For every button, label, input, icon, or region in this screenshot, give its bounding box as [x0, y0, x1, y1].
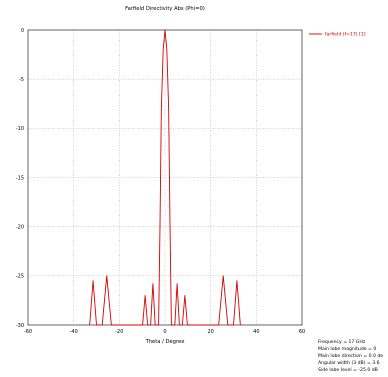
y-axis-ticks: 0 -5 -10 -15 -20 -25 -30 — [16, 28, 24, 329]
annotation-frequency: Frequency = 17 GHz — [318, 339, 366, 345]
y-tick-label: 0 — [21, 28, 24, 34]
y-tick-label: -10 — [16, 126, 24, 132]
x-tick-label: 60 — [299, 329, 305, 335]
grid — [28, 30, 302, 325]
y-tick-label: -25 — [16, 274, 24, 280]
x-axis-label: Theta / Degree — [145, 339, 185, 345]
y-tick-label: -5 — [19, 77, 24, 83]
annotation-main-lobe-direction: Main lobe direction = 0.0 de — [318, 353, 383, 359]
series-line — [89, 29, 241, 326]
annotation-angular-width: Angular width (3 dB) = 3.6 — [318, 360, 380, 366]
x-tick-label: -40 — [70, 329, 78, 335]
legend[interactable]: farfield (f=17) [1] — [309, 32, 366, 38]
x-tick-label: 0 — [163, 329, 166, 335]
series-layer — [89, 29, 241, 326]
y-tick-label: -20 — [16, 224, 24, 230]
x-tick-label: 20 — [207, 329, 213, 335]
annotation-main-lobe-magnitude: Main lobe magnitude = 0 — [318, 346, 376, 352]
chart-title: Farfield Directivity Abs (Phi=0) — [125, 6, 205, 12]
x-axis-ticks: -60 -40 -20 0 20 40 60 — [24, 329, 305, 335]
x-tick-label: -20 — [115, 329, 123, 335]
y-tick-label: -15 — [16, 175, 24, 181]
x-tick-label: 40 — [253, 329, 259, 335]
annotation-side-lobe-level: Side lobe level = -25.0 dB — [318, 367, 378, 373]
legend-label: farfield (f=17) [1] — [325, 32, 366, 38]
farfield-annotations: Frequency = 17 GHz Main lobe magnitude =… — [318, 339, 383, 373]
y-tick-label: -30 — [16, 323, 24, 329]
x-tick-label: -60 — [24, 329, 32, 335]
